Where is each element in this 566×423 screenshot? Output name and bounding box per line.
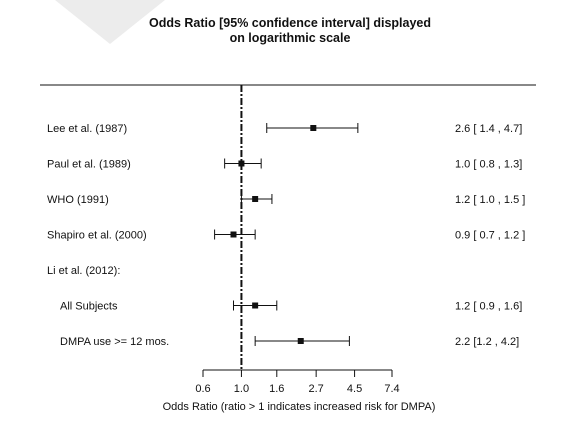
corner-decoration [55, 0, 165, 44]
study-rows: Lee et al. (1987) 2.6 [ 1.4 , 4.7] Paul et… [47, 123, 525, 348]
odds-ratio-point [252, 302, 259, 309]
odds-ratio-point [238, 160, 245, 167]
x-axis-label: Odds Ratio (ratio > 1 indicates increase… [163, 401, 436, 413]
x-tick-label: 1.6 [269, 383, 284, 395]
odds-ratio-point [297, 338, 304, 344]
row-label: All Subjects [60, 301, 118, 313]
odds-ratio-point [230, 231, 237, 238]
row-value: 2.2 [1.2 , 4.2] [455, 336, 519, 348]
row-value: 1.2 [ 1.0 , 1.5 ] [455, 194, 525, 206]
row-value: 2.6 [ 1.4 , 4.7] [455, 123, 522, 135]
chart-title-line-2: on logarithmic scale [230, 31, 351, 45]
chart-title-line-1: Odds Ratio [95% confidence interval] dis… [149, 16, 431, 30]
row-value: 0.9 [ 0.7 , 1.2 ] [455, 230, 525, 242]
x-tick-label: 7.4 [384, 383, 399, 395]
x-tick-label: 2.7 [309, 383, 324, 395]
odds-ratio-point [252, 196, 259, 202]
row-label: Paul et al. (1989) [47, 159, 131, 171]
x-tick-label: 4.5 [347, 383, 362, 395]
odds-ratio-point [310, 125, 317, 131]
x-axis: 0.6 1.0 1.6 2.7 4.5 7.4 [195, 369, 400, 395]
row-value: 1.0 [ 0.8 , 1.3] [455, 159, 522, 171]
row-label: Li et al. (2012): [47, 265, 120, 277]
x-tick-label: 1.0 [234, 383, 249, 395]
row-label: Shapiro et al. (2000) [47, 230, 147, 242]
row-label: WHO (1991) [47, 194, 109, 206]
x-tick-label: 0.6 [195, 383, 210, 395]
row-label: Lee et al. (1987) [47, 123, 127, 135]
row-label: DMPA use >= 12 mos. [60, 336, 169, 348]
row-value: 1.2 [ 0.9 , 1.6] [455, 301, 522, 313]
